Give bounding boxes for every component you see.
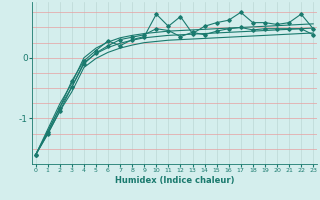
- X-axis label: Humidex (Indice chaleur): Humidex (Indice chaleur): [115, 176, 234, 185]
